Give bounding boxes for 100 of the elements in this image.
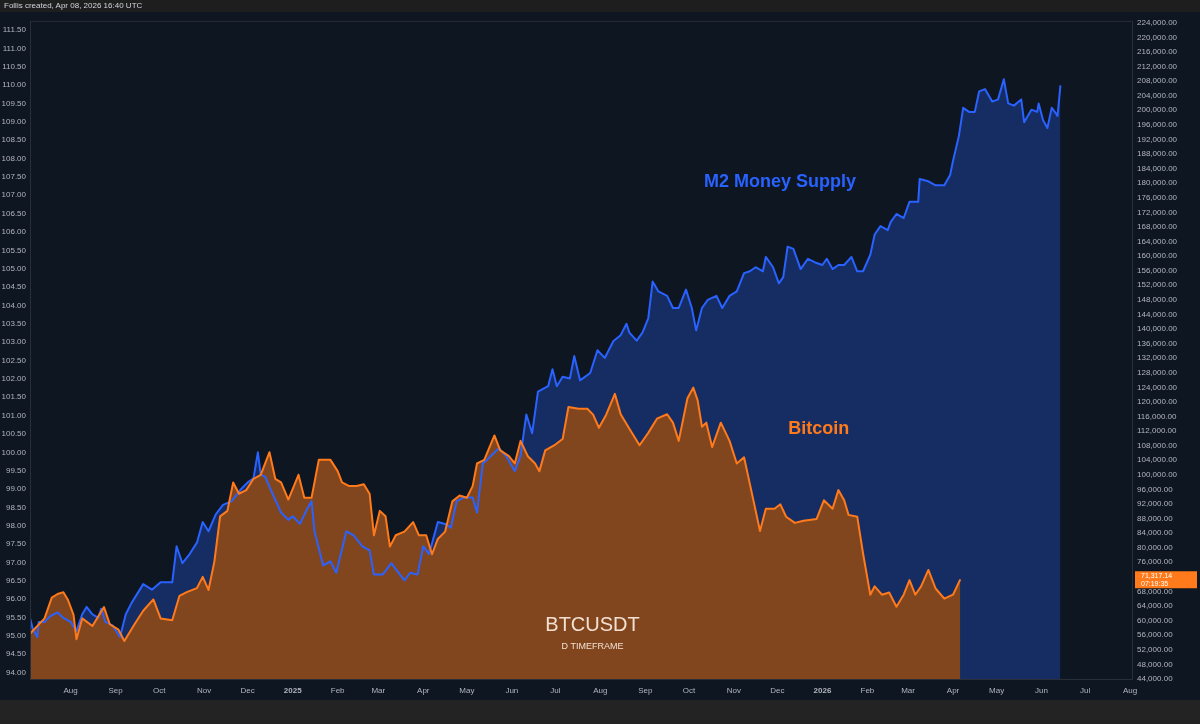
y2-tick-label: 64,000.00 — [1137, 601, 1174, 611]
y2-tick-label: 188,000.00 — [1137, 149, 1178, 159]
y-tick-label: 101.50 — [1, 392, 27, 402]
y-tick-label: 94.00 — [5, 667, 27, 677]
x-tick-label: May — [459, 686, 475, 695]
y2-tick-label: 164,000.00 — [1137, 236, 1178, 246]
y2-tick-label: 136,000.00 — [1137, 338, 1178, 348]
y-tick-label: 110.00 — [2, 80, 27, 90]
y-tick-label: 104.50 — [1, 282, 27, 292]
y-tick-label: 109.50 — [1, 98, 27, 108]
y2-tick-label: 144,000.00 — [1137, 309, 1178, 319]
y2-tick-label: 140,000.00 — [1137, 324, 1178, 334]
x-tick-label: Dec — [240, 686, 255, 695]
x-tick-label: Dec — [770, 686, 785, 695]
y-tick-label: 106.00 — [1, 227, 27, 237]
y-tick-label: 105.50 — [1, 245, 27, 255]
text: M2 Money Supply — [704, 171, 857, 192]
y2-tick-label: 124,000.00 — [1137, 382, 1178, 392]
y-tick-label: 107.50 — [1, 172, 27, 182]
x-tick-label: Nov — [726, 686, 742, 695]
x-tick-label: Nov — [197, 686, 212, 695]
x-tick-label: Feb — [860, 686, 875, 695]
x-tick-label: Aug — [593, 686, 608, 695]
y2-tick-label: 160,000.00 — [1137, 251, 1178, 261]
y2-tick-label: 56,000.00 — [1137, 630, 1174, 640]
y-tick-label: 103.50 — [1, 318, 27, 328]
y2-tick-label: 92,000.00 — [1137, 499, 1174, 509]
y2-tick-label: 116,000.00 — [1137, 411, 1177, 421]
y2-tick-label: 48,000.00 — [1137, 659, 1174, 669]
y2-tick-label: 212,000.00 — [1137, 61, 1178, 71]
x-tick-label: Jul — [550, 686, 561, 695]
y-tick-label: 96.00 — [5, 594, 27, 604]
y2-tick-label: 80,000.00 — [1137, 542, 1174, 552]
y2-tick-label: 120,000.00 — [1137, 397, 1178, 407]
x-tick-label: 2025 — [283, 686, 303, 695]
y-tick-label: 97.00 — [5, 557, 27, 567]
y2-tick-label: 52,000.00 — [1137, 644, 1174, 654]
x-tick-label: Aug — [63, 686, 78, 695]
x-tick-label: Aug — [1122, 686, 1138, 695]
y2-tick-label: 200,000.00 — [1137, 105, 1178, 115]
x-tick-label: Oct — [682, 686, 696, 695]
y2-tick-label: 60,000.00 — [1137, 615, 1174, 625]
y-tick-label: 98.50 — [5, 502, 27, 512]
x-tick-label: Apr — [417, 686, 430, 695]
x-tick-label: Jun — [1035, 686, 1049, 695]
y2-tick-label: 180,000.00 — [1137, 178, 1178, 188]
y2-tick-label: 220,000.00 — [1137, 32, 1178, 42]
y2-tick-label: 204,000.00 — [1137, 90, 1178, 100]
x-tick-label: 2026 — [813, 686, 832, 695]
y-tick-label: 100.00 — [1, 447, 27, 457]
y2-tick-label: 84,000.00 — [1137, 528, 1174, 538]
y2-tick-label: 96,000.00 — [1137, 484, 1174, 494]
y2-tick-label: 104,000.00 — [1137, 455, 1178, 465]
x-tick-label: Sep — [108, 686, 124, 695]
annotation: BTCUSDT — [545, 612, 640, 635]
y-tick-label: 94.50 — [5, 649, 27, 659]
y-tick-label: 99.50 — [5, 465, 27, 475]
y-tick-label: 102.50 — [1, 355, 27, 365]
x-tick-label: Oct — [152, 686, 167, 695]
y2-tick-label: 132,000.00 — [1137, 353, 1178, 363]
y2-tick-label: 192,000.00 — [1137, 134, 1178, 144]
y-tick-label: 95.50 — [5, 612, 27, 622]
y-tick-label: 103.00 — [1, 337, 27, 347]
y-tick-label: 101.00 — [1, 410, 27, 420]
y-tick-label: 107.00 — [1, 190, 27, 200]
y2-tick-label: 100,000.00 — [1137, 469, 1178, 479]
y-tick-label: 108.50 — [1, 135, 27, 145]
y-tick-label: 100.50 — [1, 429, 27, 439]
y2-tick-label: 176,000.00 — [1137, 192, 1178, 202]
text: Bitcoin — [788, 418, 850, 439]
x-tick-label: Apr — [946, 686, 960, 695]
y2-tick-label: 76,000.00 — [1137, 557, 1174, 567]
y-tick-label: 104.00 — [1, 300, 27, 310]
y-tick-label: 106.50 — [1, 208, 27, 218]
y2-tick-label: 184,000.00 — [1137, 163, 1178, 173]
x-tick-label: Mar — [901, 686, 916, 695]
x-tick-label: Jun — [505, 686, 519, 695]
y2-tick-label: 112,000.00 — [1137, 426, 1177, 436]
y2-tick-label: 128,000.00 — [1137, 367, 1178, 377]
y-tick-label: 102.00 — [1, 374, 27, 384]
y-tick-label: 96.50 — [5, 576, 27, 586]
x-tick-label: Jul — [1079, 686, 1091, 695]
x-tick-label: Mar — [371, 686, 386, 695]
y-tick-label: 95.00 — [5, 631, 27, 641]
x-tick-label: May — [989, 686, 1005, 695]
y-tick-label: 108.00 — [1, 153, 27, 163]
y2-tick-label: 108,000.00 — [1137, 440, 1178, 450]
y2-tick-label: 216,000.00 — [1137, 47, 1178, 57]
y-tick-label: 105.00 — [1, 263, 27, 273]
y2-tick-label: 224,000.00 — [1137, 18, 1178, 28]
y2-tick-label: 68,000.00 — [1137, 586, 1174, 596]
y2-tick-label: 196,000.00 — [1137, 120, 1178, 130]
y-tick-label: 109.00 — [1, 116, 27, 126]
y-tick-label: 111.00 — [2, 43, 27, 53]
y2-tick-label: 88,000.00 — [1137, 513, 1174, 523]
y2-tick-label: 152,000.00 — [1137, 280, 1178, 290]
y2-tick-label: 172,000.00 — [1137, 207, 1178, 217]
y2-tick-label: 208,000.00 — [1137, 76, 1178, 86]
x-tick-label: Sep — [638, 686, 654, 695]
y-tick-label: 111.50 — [2, 25, 27, 35]
